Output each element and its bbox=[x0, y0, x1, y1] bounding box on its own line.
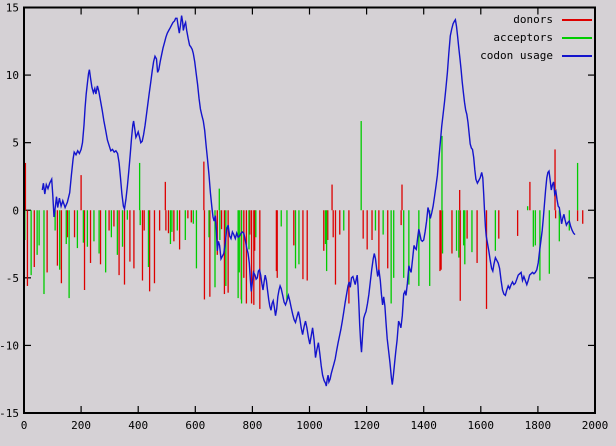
x-tick-label: 600 bbox=[185, 419, 205, 432]
x-tick-label: 2000 bbox=[582, 419, 609, 432]
legend-row-donors: donors bbox=[480, 13, 592, 26]
donors-line-sample-icon bbox=[562, 18, 592, 21]
x-tick-label: 400 bbox=[128, 419, 148, 432]
x-tick-label: 1200 bbox=[353, 419, 380, 432]
x-tick-label: 1000 bbox=[296, 419, 323, 432]
y-tick-label: -5 bbox=[6, 272, 19, 285]
legend-label-codon-usage: codon usage bbox=[480, 49, 553, 62]
y-tick-label: 15 bbox=[6, 2, 19, 15]
y-tick-label: 5 bbox=[12, 137, 19, 150]
y-tick-label: 0 bbox=[12, 204, 19, 217]
legend: donors acceptors codon usage bbox=[480, 13, 592, 62]
y-tick-label: -10 bbox=[0, 339, 19, 352]
plot-border bbox=[23, 6, 596, 414]
x-tick-label: 1800 bbox=[525, 419, 552, 432]
codon-usage-line-sample-icon bbox=[562, 54, 592, 57]
x-tick-label: 800 bbox=[242, 419, 262, 432]
x-tick-label: 1600 bbox=[468, 419, 495, 432]
legend-label-acceptors: acceptors bbox=[493, 31, 553, 44]
legend-row-codon-usage: codon usage bbox=[480, 49, 592, 62]
codon-usage-curve bbox=[41, 15, 576, 387]
y-tick-label: 10 bbox=[6, 69, 19, 82]
x-tick-label: 1400 bbox=[410, 419, 437, 432]
legend-label-donors: donors bbox=[513, 13, 553, 26]
acceptors-line-sample-icon bbox=[562, 36, 592, 39]
legend-row-acceptors: acceptors bbox=[480, 31, 592, 44]
x-tick-label: 200 bbox=[71, 419, 91, 432]
y-tick-label: -15 bbox=[0, 407, 19, 420]
x-tick-label: 0 bbox=[21, 419, 28, 432]
